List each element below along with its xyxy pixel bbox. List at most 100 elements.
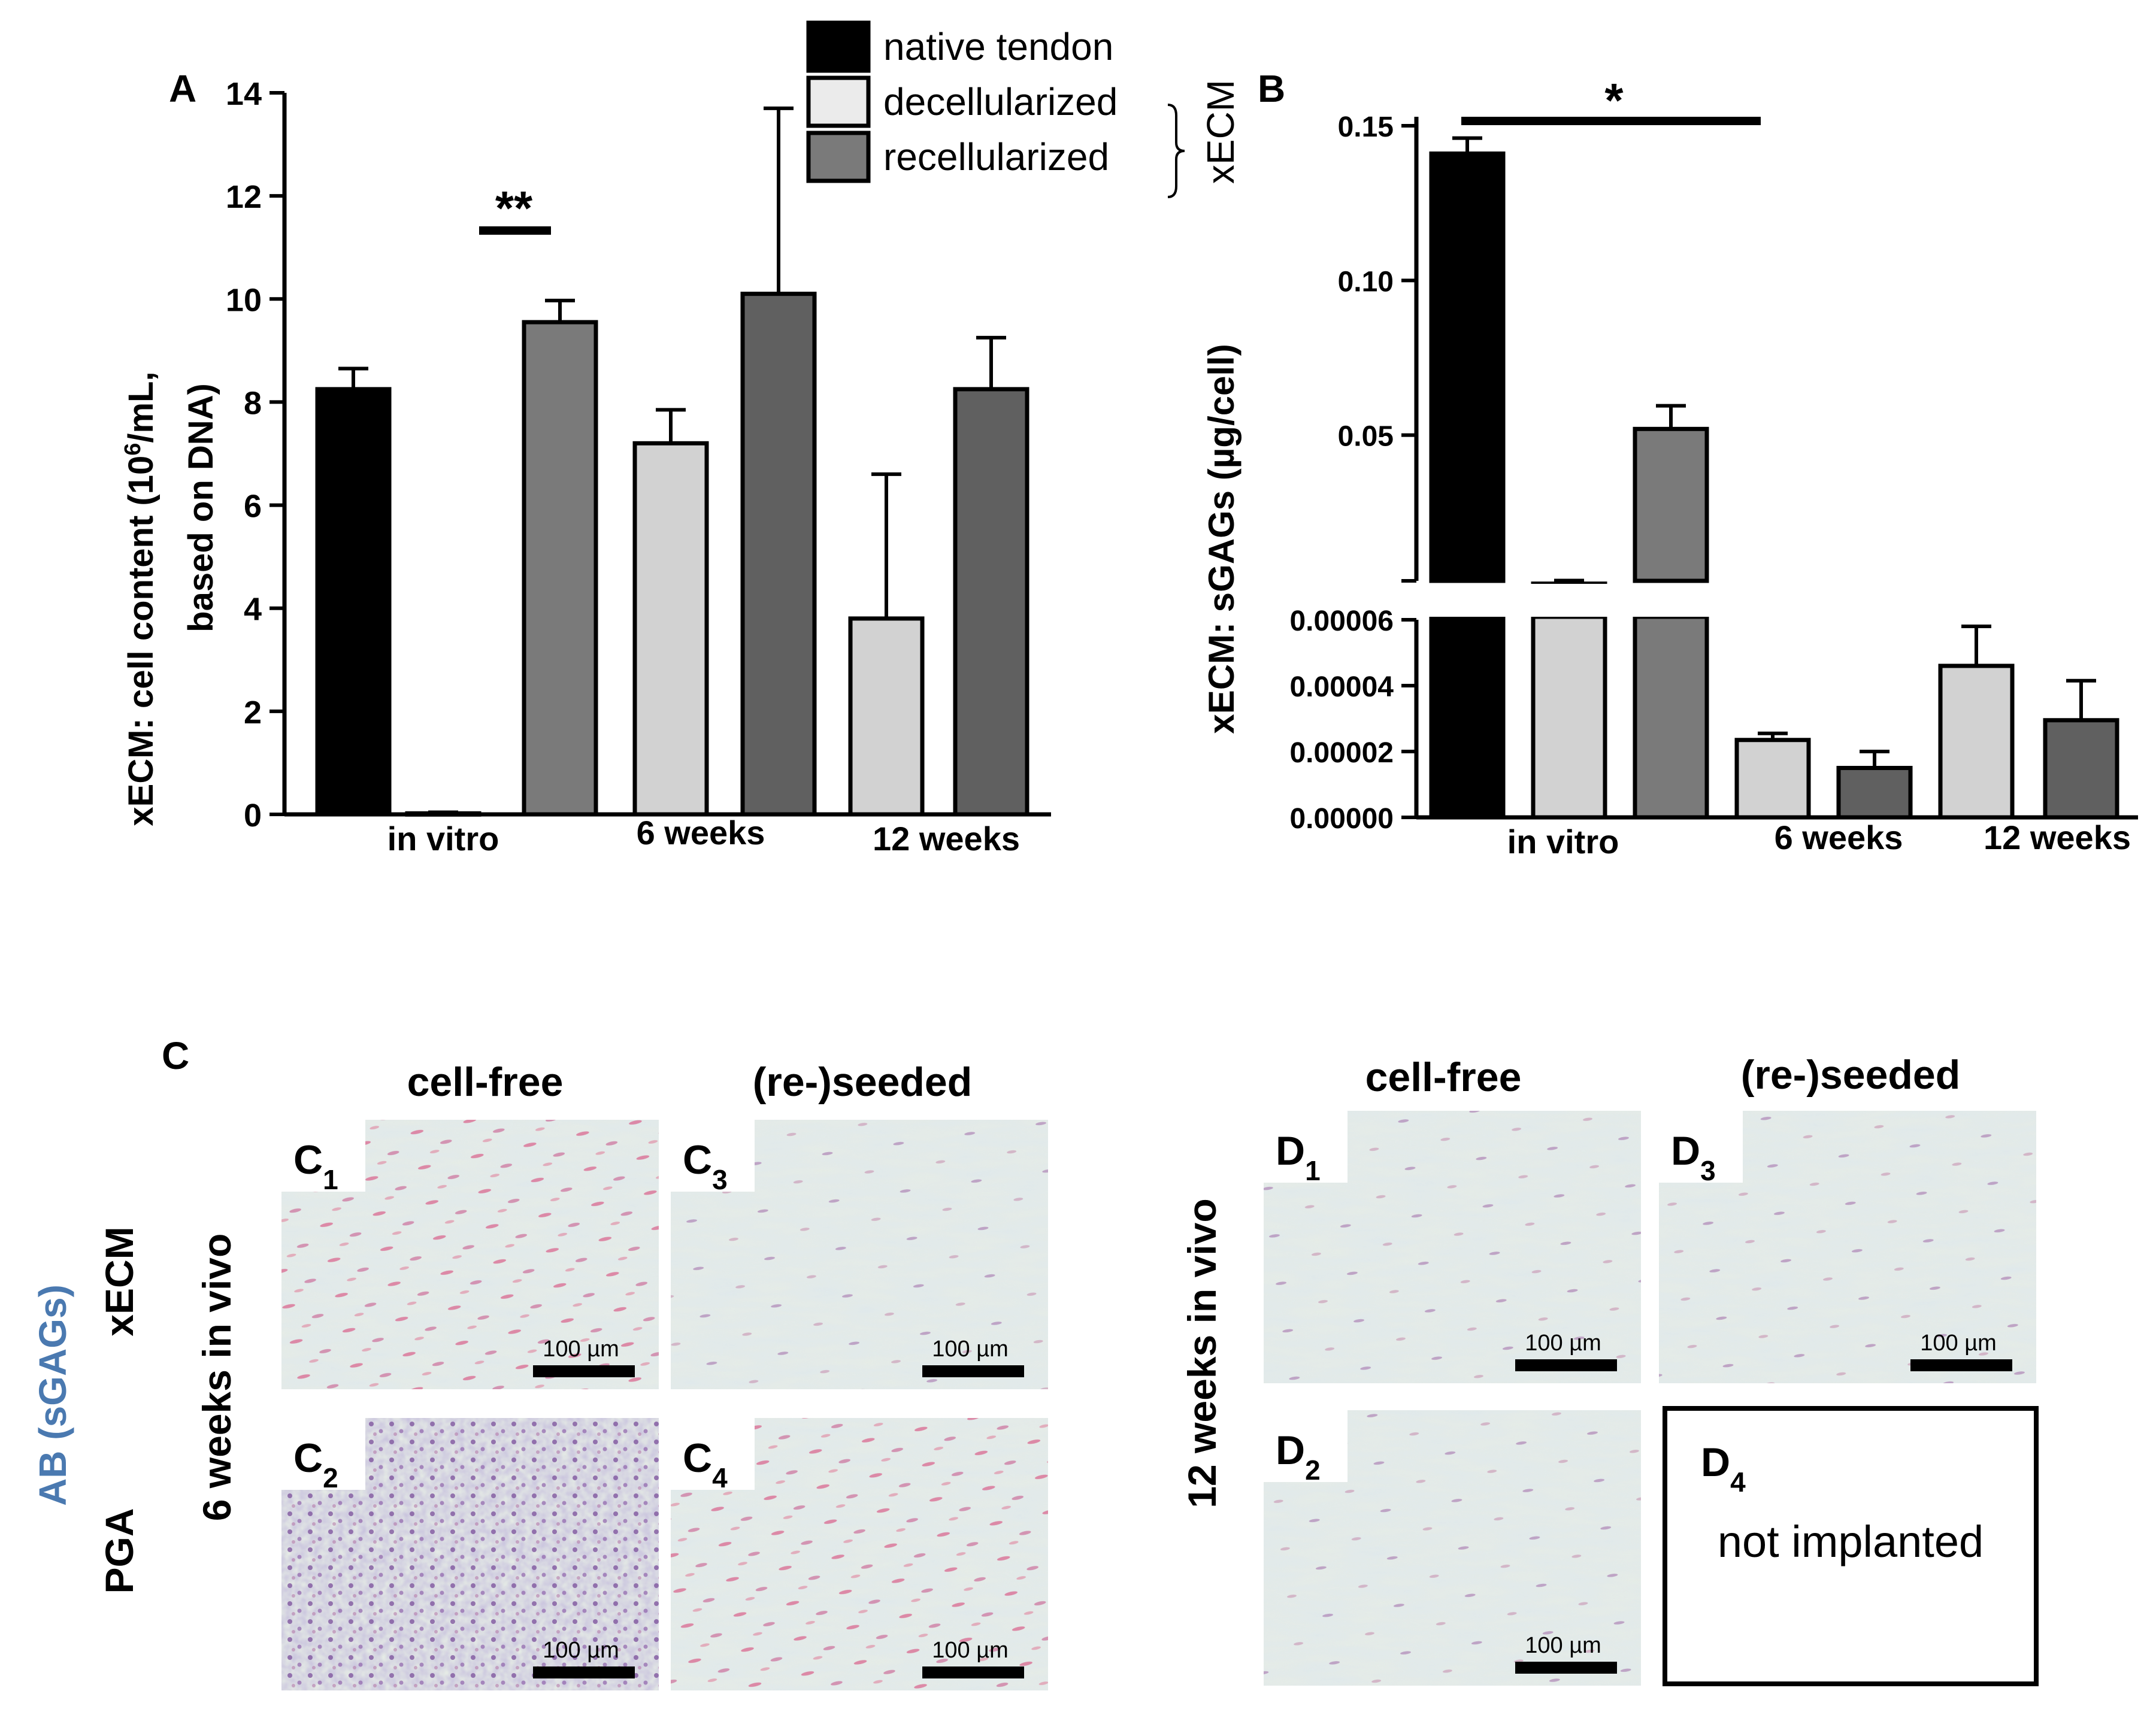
- b-significance-label: *: [1604, 74, 1624, 127]
- b-y-tick-label: 0.00002: [1289, 737, 1394, 769]
- b-bar: [1938, 663, 2015, 820]
- legend-swatch: [806, 20, 871, 73]
- b-group-label: 6 weeks: [1775, 819, 1903, 856]
- b-bar-lower: [1633, 614, 1709, 820]
- panel-d-col-header-cell-free: cell-free: [1365, 1055, 1522, 1100]
- b-bar-lower: [1429, 614, 1506, 820]
- micrograph-tile: C2 100 µm: [281, 1418, 659, 1690]
- legend-label: decellularized: [883, 80, 1118, 123]
- micrograph-tile-empty: D4 not implanted: [1663, 1406, 2039, 1686]
- scale-bar: [533, 1365, 635, 1377]
- a-bar: [953, 387, 1029, 817]
- tile-label: C2: [293, 1435, 338, 1493]
- b-axis-break-gap: [1419, 584, 2140, 617]
- a-bar: [315, 387, 392, 817]
- panel-b-bars: in vitro 6 weeks 12 weeks *: [1419, 74, 2140, 860]
- panel-b-letter: B: [1258, 67, 1285, 110]
- panel-a-y-axis-title: xECM: cell content (106/mL,: [120, 371, 161, 826]
- a-group-label: 6 weeks: [637, 814, 765, 852]
- tile-label: D4: [1701, 1440, 1746, 1498]
- scale-bar: [1910, 1359, 2012, 1371]
- b-y-tick-label: 0.15: [1338, 111, 1394, 143]
- scale-bar-label: 100 µm: [932, 1337, 1009, 1362]
- micrograph-panel-c: C cell-free (re-)seeded AB (sGAGs) 6 wee…: [31, 1034, 1048, 1690]
- scale-bar-label: 100 µm: [932, 1638, 1009, 1663]
- b-y-tick-label: 0.05: [1338, 421, 1394, 453]
- a-bar: [848, 616, 925, 817]
- a-y-tick-label: 4: [244, 592, 262, 628]
- b-bar-upper: [1429, 151, 1506, 583]
- a-significance-label: **: [495, 181, 533, 235]
- micrograph-panel-d: cell-free (re-)seeded 12 weeks in vivo D…: [1180, 1052, 2039, 1686]
- b-bar: [1734, 738, 1811, 820]
- panel-a-bars: in vitro 6 weeks 12 weeks **: [315, 106, 1029, 857]
- micrograph-tile: C1 100 µm: [281, 1120, 659, 1389]
- a-y-tick-label: 6: [244, 489, 262, 525]
- legend-swatch: [806, 75, 871, 128]
- scale-bar-label: 100 µm: [1525, 1633, 1601, 1658]
- not-implanted-label: not implanted: [1718, 1517, 1984, 1566]
- b-y-tick-label: 0.00006: [1289, 605, 1394, 637]
- scale-bar: [1515, 1359, 1617, 1371]
- a-y-tick-label: 2: [244, 695, 262, 731]
- a-bar: [522, 320, 598, 817]
- panel-b-y-axis-title: xECM: sGAGs (µg/cell): [1201, 344, 1241, 734]
- a-y-tick-label: 8: [244, 385, 262, 421]
- b-group-label: in vitro: [1507, 823, 1619, 860]
- scale-bar-label: 100 µm: [1920, 1331, 1997, 1356]
- tile-label: C3: [683, 1137, 728, 1195]
- tile-label-box: [281, 1120, 365, 1192]
- tile-label-box: [281, 1418, 365, 1490]
- row-label-pga: PGA: [97, 1508, 141, 1593]
- b-bar: [2043, 718, 2119, 820]
- micrograph-tile: C4 100 µm: [671, 1418, 1048, 1690]
- a-bar: [632, 441, 709, 817]
- b-y-tick-label: 0.00000: [1289, 803, 1394, 835]
- panel-c-letter: C: [162, 1034, 189, 1077]
- scale-bar-label: 100 µm: [543, 1337, 619, 1362]
- a-group-label: in vitro: [387, 820, 499, 857]
- tile-label-box: [1659, 1111, 1743, 1183]
- scale-bar: [533, 1666, 635, 1678]
- scale-bar: [922, 1365, 1024, 1377]
- a-y-tick-label: 12: [226, 179, 262, 215]
- b-bar-upper: [1633, 426, 1709, 583]
- a-y-tick-label: 10: [226, 282, 262, 318]
- tile-label-box: [671, 1418, 755, 1490]
- legend-bracket: [1167, 104, 1185, 198]
- micrograph-tile: D3 100 µm: [1659, 1111, 2036, 1383]
- panel-c-col-header-seeded: (re-)seeded: [753, 1059, 973, 1105]
- legend: native tendon decellularized recellularize…: [806, 20, 1242, 198]
- scale-bar-label: 100 µm: [1525, 1331, 1601, 1356]
- tile-label-box: [1264, 1111, 1348, 1183]
- tile-label: C1: [293, 1137, 338, 1195]
- a-y-tick-label: 0: [244, 798, 262, 834]
- row-label-xecm: xECM: [97, 1226, 141, 1336]
- tile-label-box: [1264, 1410, 1348, 1482]
- b-y-tick-label: 0.10: [1338, 266, 1394, 298]
- panel-a-y-axis-title-line2: based on DNA): [181, 383, 220, 632]
- panel-d-col-header-seeded: (re-)seeded: [1741, 1052, 1961, 1098]
- b-bar-lower: [1531, 614, 1607, 820]
- scale-bar-label: 100 µm: [543, 1638, 619, 1663]
- panel-a-letter: A: [169, 67, 196, 110]
- a-y-tick-label: 14: [226, 76, 262, 112]
- b-bar: [1836, 766, 1913, 820]
- tile-label: D3: [1671, 1128, 1716, 1186]
- legend-swatch: [806, 131, 871, 183]
- legend-label: native tendon: [883, 25, 1113, 68]
- a-bar: [740, 292, 817, 817]
- tile-label: D1: [1276, 1128, 1321, 1186]
- micrograph-tile: C3 100 µm: [671, 1120, 1048, 1389]
- stain-label: AB (sGAGs): [31, 1284, 74, 1506]
- a-group-label: 12 weeks: [873, 820, 1020, 857]
- scale-bar: [1515, 1662, 1617, 1674]
- panel-c-timepoint: 6 weeks in vivo: [195, 1234, 239, 1522]
- b-group-label: 12 weeks: [1984, 819, 2131, 856]
- legend-bracket-label: xECM: [1199, 80, 1242, 184]
- scale-bar: [922, 1666, 1024, 1678]
- panel-c-col-header-cell-free: cell-free: [407, 1059, 564, 1105]
- tile-label: C4: [683, 1435, 728, 1493]
- b-y-tick-label: 0.00004: [1289, 671, 1394, 703]
